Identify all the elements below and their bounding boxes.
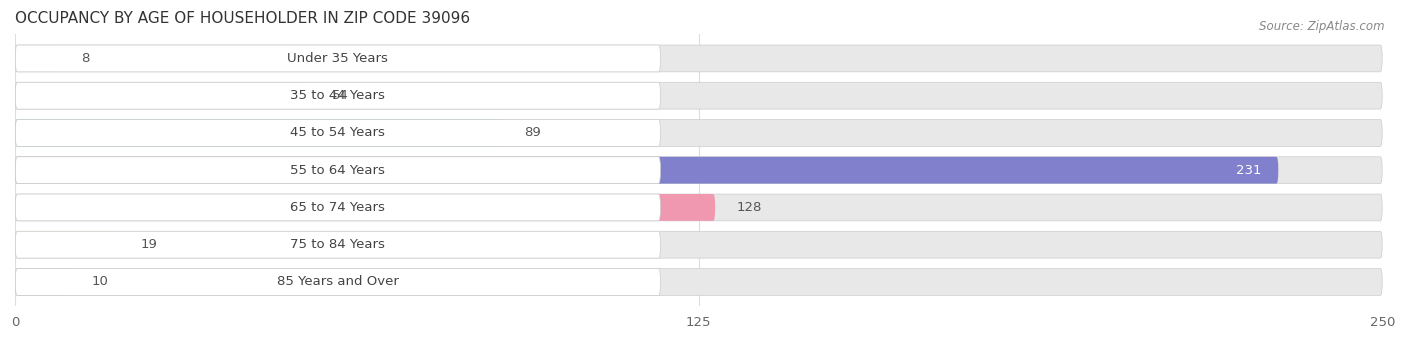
Text: 65 to 74 Years: 65 to 74 Years xyxy=(291,201,385,214)
Text: 89: 89 xyxy=(524,126,540,139)
Text: 75 to 84 Years: 75 to 84 Years xyxy=(291,238,385,251)
FancyBboxPatch shape xyxy=(15,157,661,184)
FancyBboxPatch shape xyxy=(15,82,311,109)
FancyBboxPatch shape xyxy=(15,120,1382,146)
FancyBboxPatch shape xyxy=(15,194,661,221)
Text: 128: 128 xyxy=(737,201,762,214)
Text: 55 to 64 Years: 55 to 64 Years xyxy=(291,164,385,177)
FancyBboxPatch shape xyxy=(15,231,661,258)
FancyBboxPatch shape xyxy=(15,269,70,295)
Text: OCCUPANCY BY AGE OF HOUSEHOLDER IN ZIP CODE 39096: OCCUPANCY BY AGE OF HOUSEHOLDER IN ZIP C… xyxy=(15,11,471,26)
Text: Under 35 Years: Under 35 Years xyxy=(287,52,388,65)
Text: 19: 19 xyxy=(141,238,157,251)
FancyBboxPatch shape xyxy=(15,157,1382,184)
Text: Source: ZipAtlas.com: Source: ZipAtlas.com xyxy=(1260,20,1385,33)
FancyBboxPatch shape xyxy=(15,45,59,72)
Text: 10: 10 xyxy=(91,275,108,288)
Text: 54: 54 xyxy=(332,89,349,102)
FancyBboxPatch shape xyxy=(15,82,1382,109)
FancyBboxPatch shape xyxy=(15,82,661,109)
FancyBboxPatch shape xyxy=(15,194,716,221)
FancyBboxPatch shape xyxy=(15,269,661,295)
Text: 35 to 44 Years: 35 to 44 Years xyxy=(291,89,385,102)
FancyBboxPatch shape xyxy=(15,231,1382,258)
FancyBboxPatch shape xyxy=(15,194,1382,221)
FancyBboxPatch shape xyxy=(15,231,120,258)
FancyBboxPatch shape xyxy=(15,120,502,146)
FancyBboxPatch shape xyxy=(15,269,1382,295)
FancyBboxPatch shape xyxy=(15,45,1382,72)
Text: 85 Years and Over: 85 Years and Over xyxy=(277,275,399,288)
FancyBboxPatch shape xyxy=(15,157,1278,184)
FancyBboxPatch shape xyxy=(15,120,661,146)
Text: 8: 8 xyxy=(82,52,90,65)
FancyBboxPatch shape xyxy=(15,45,661,72)
Text: 231: 231 xyxy=(1236,164,1263,177)
Text: 45 to 54 Years: 45 to 54 Years xyxy=(291,126,385,139)
